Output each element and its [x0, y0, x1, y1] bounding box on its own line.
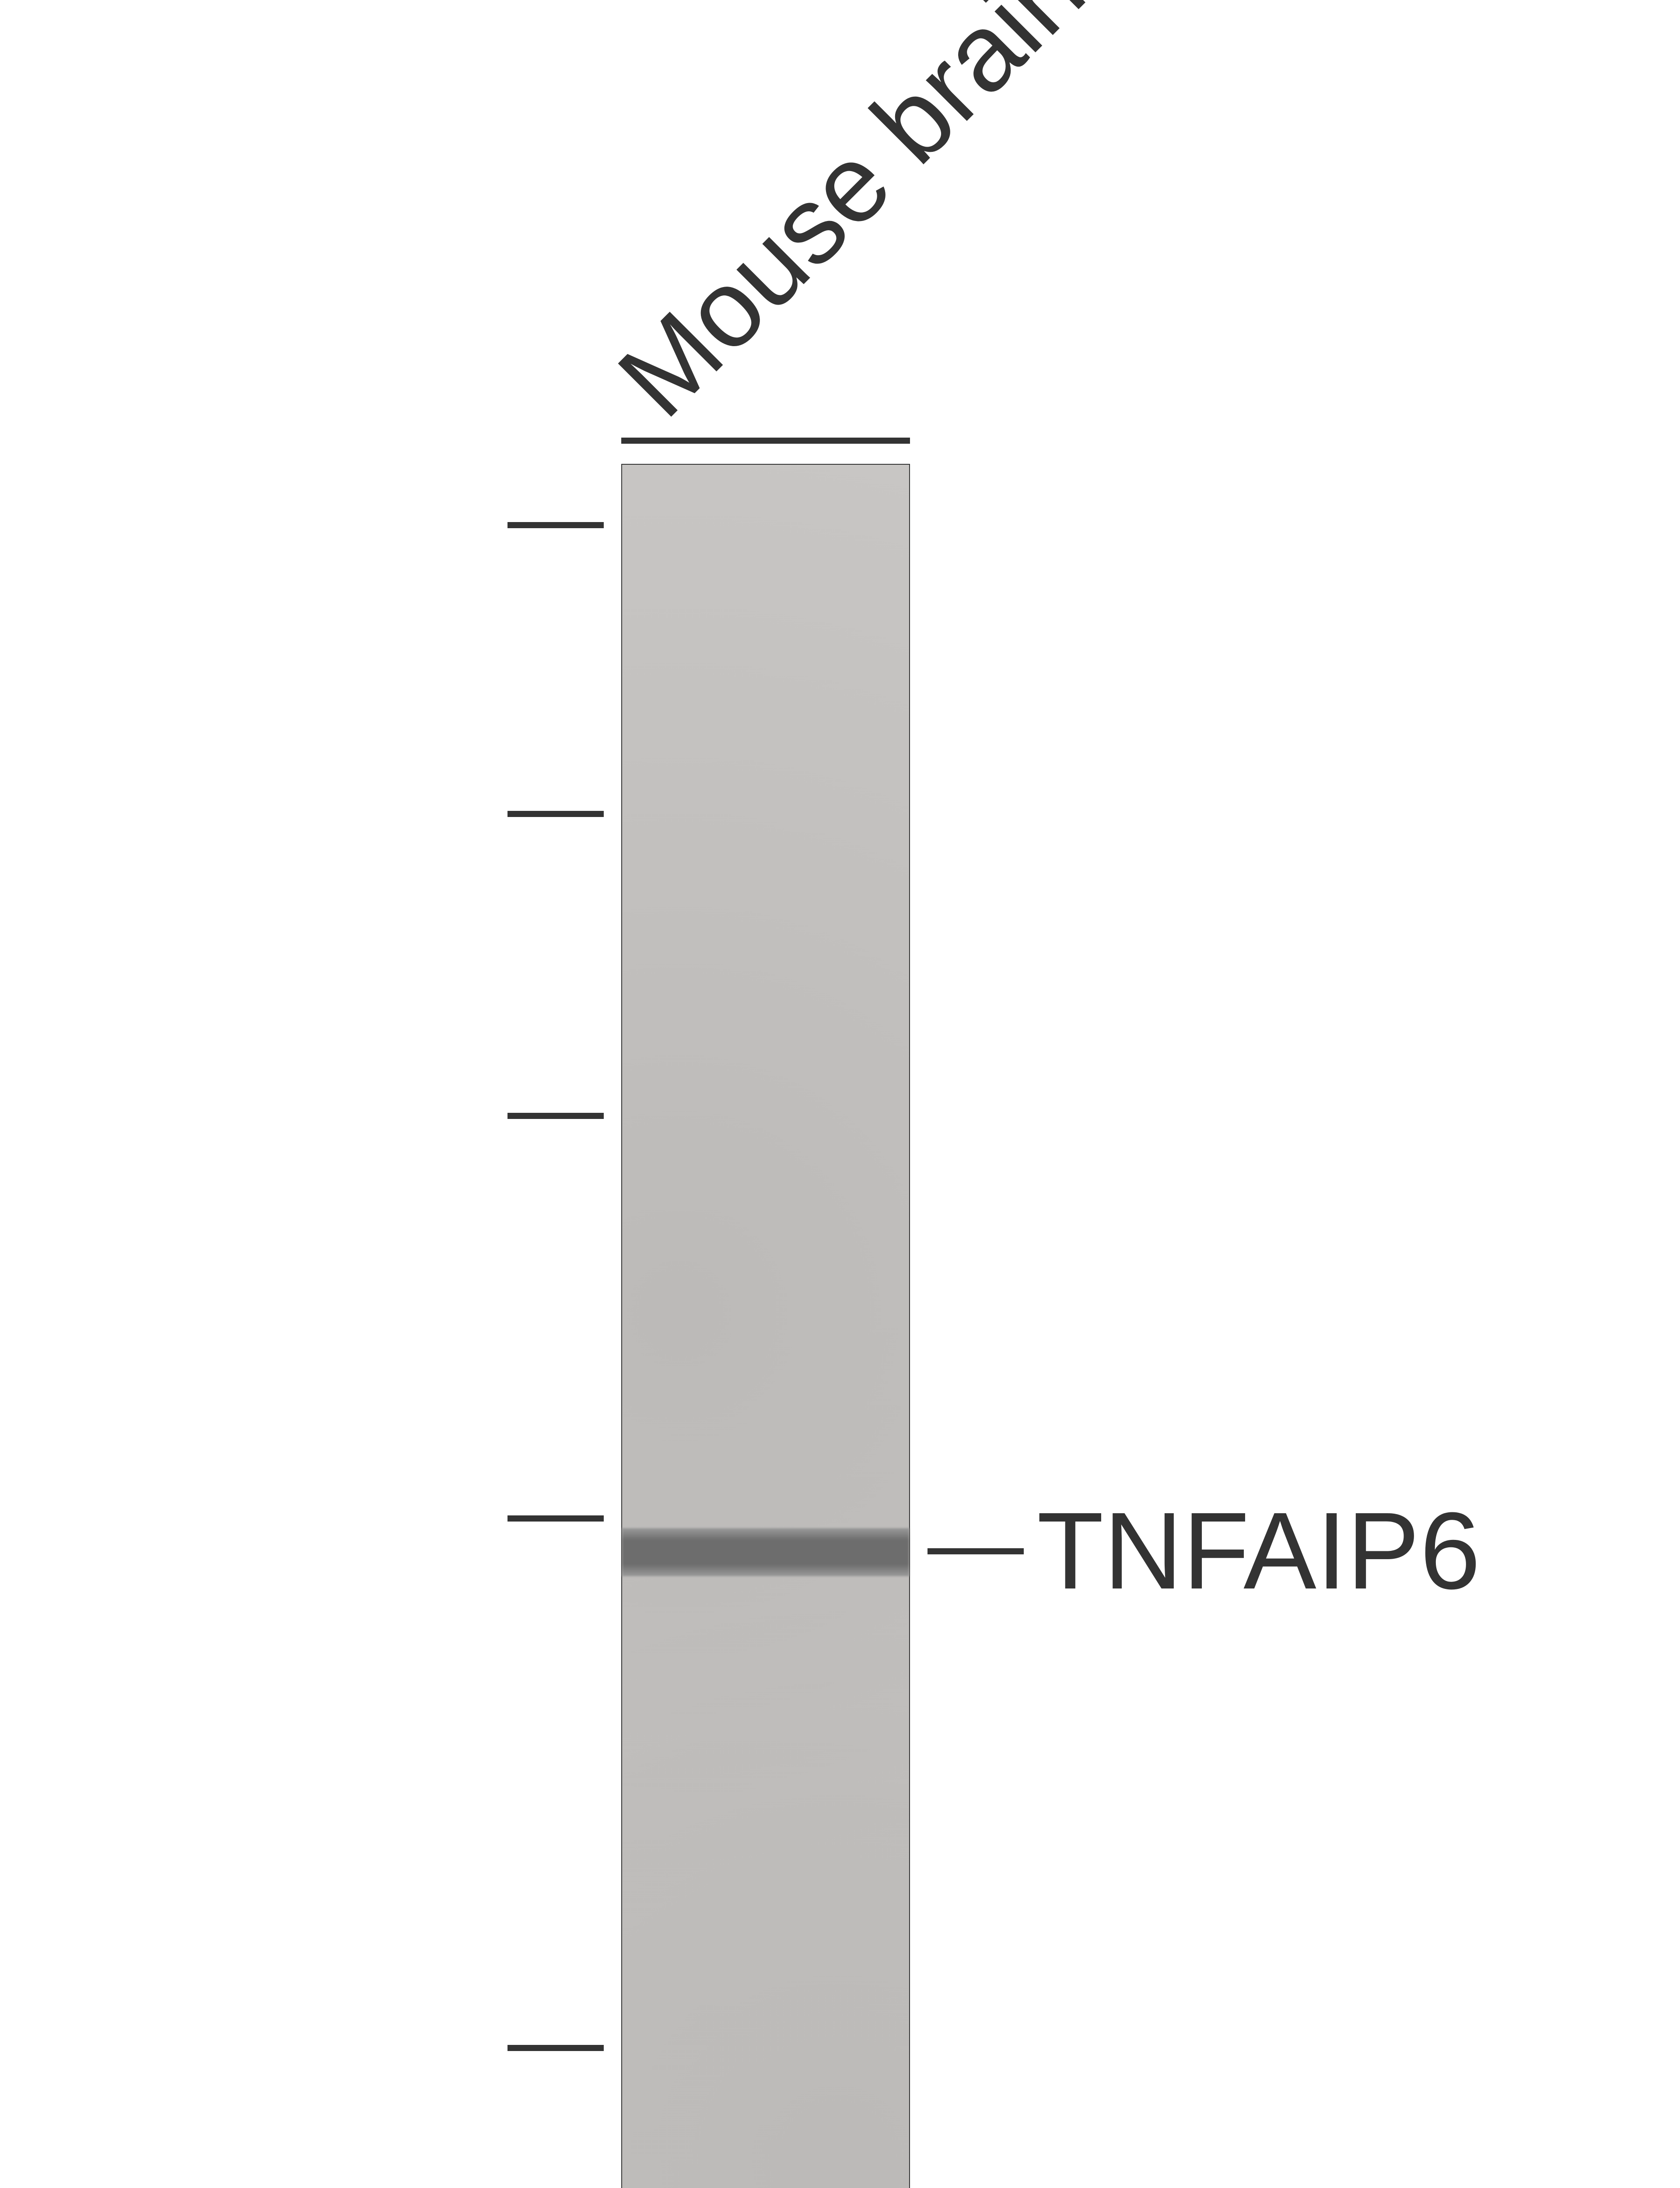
mw-marker-tick [508, 1113, 604, 1119]
mw-marker-tick [508, 1515, 604, 1522]
sample-label-underline [621, 438, 910, 444]
target-band [622, 1528, 909, 1576]
mw-marker-tick [508, 2045, 604, 2051]
mw-marker-tick [508, 522, 604, 528]
sample-label: Mouse brain [594, 0, 1108, 441]
mw-marker-tick [508, 811, 604, 817]
blot-lane [621, 464, 910, 2188]
target-label-tick [928, 1548, 1024, 1554]
target-protein-label: TNFAIP6 [1037, 1488, 1480, 1613]
